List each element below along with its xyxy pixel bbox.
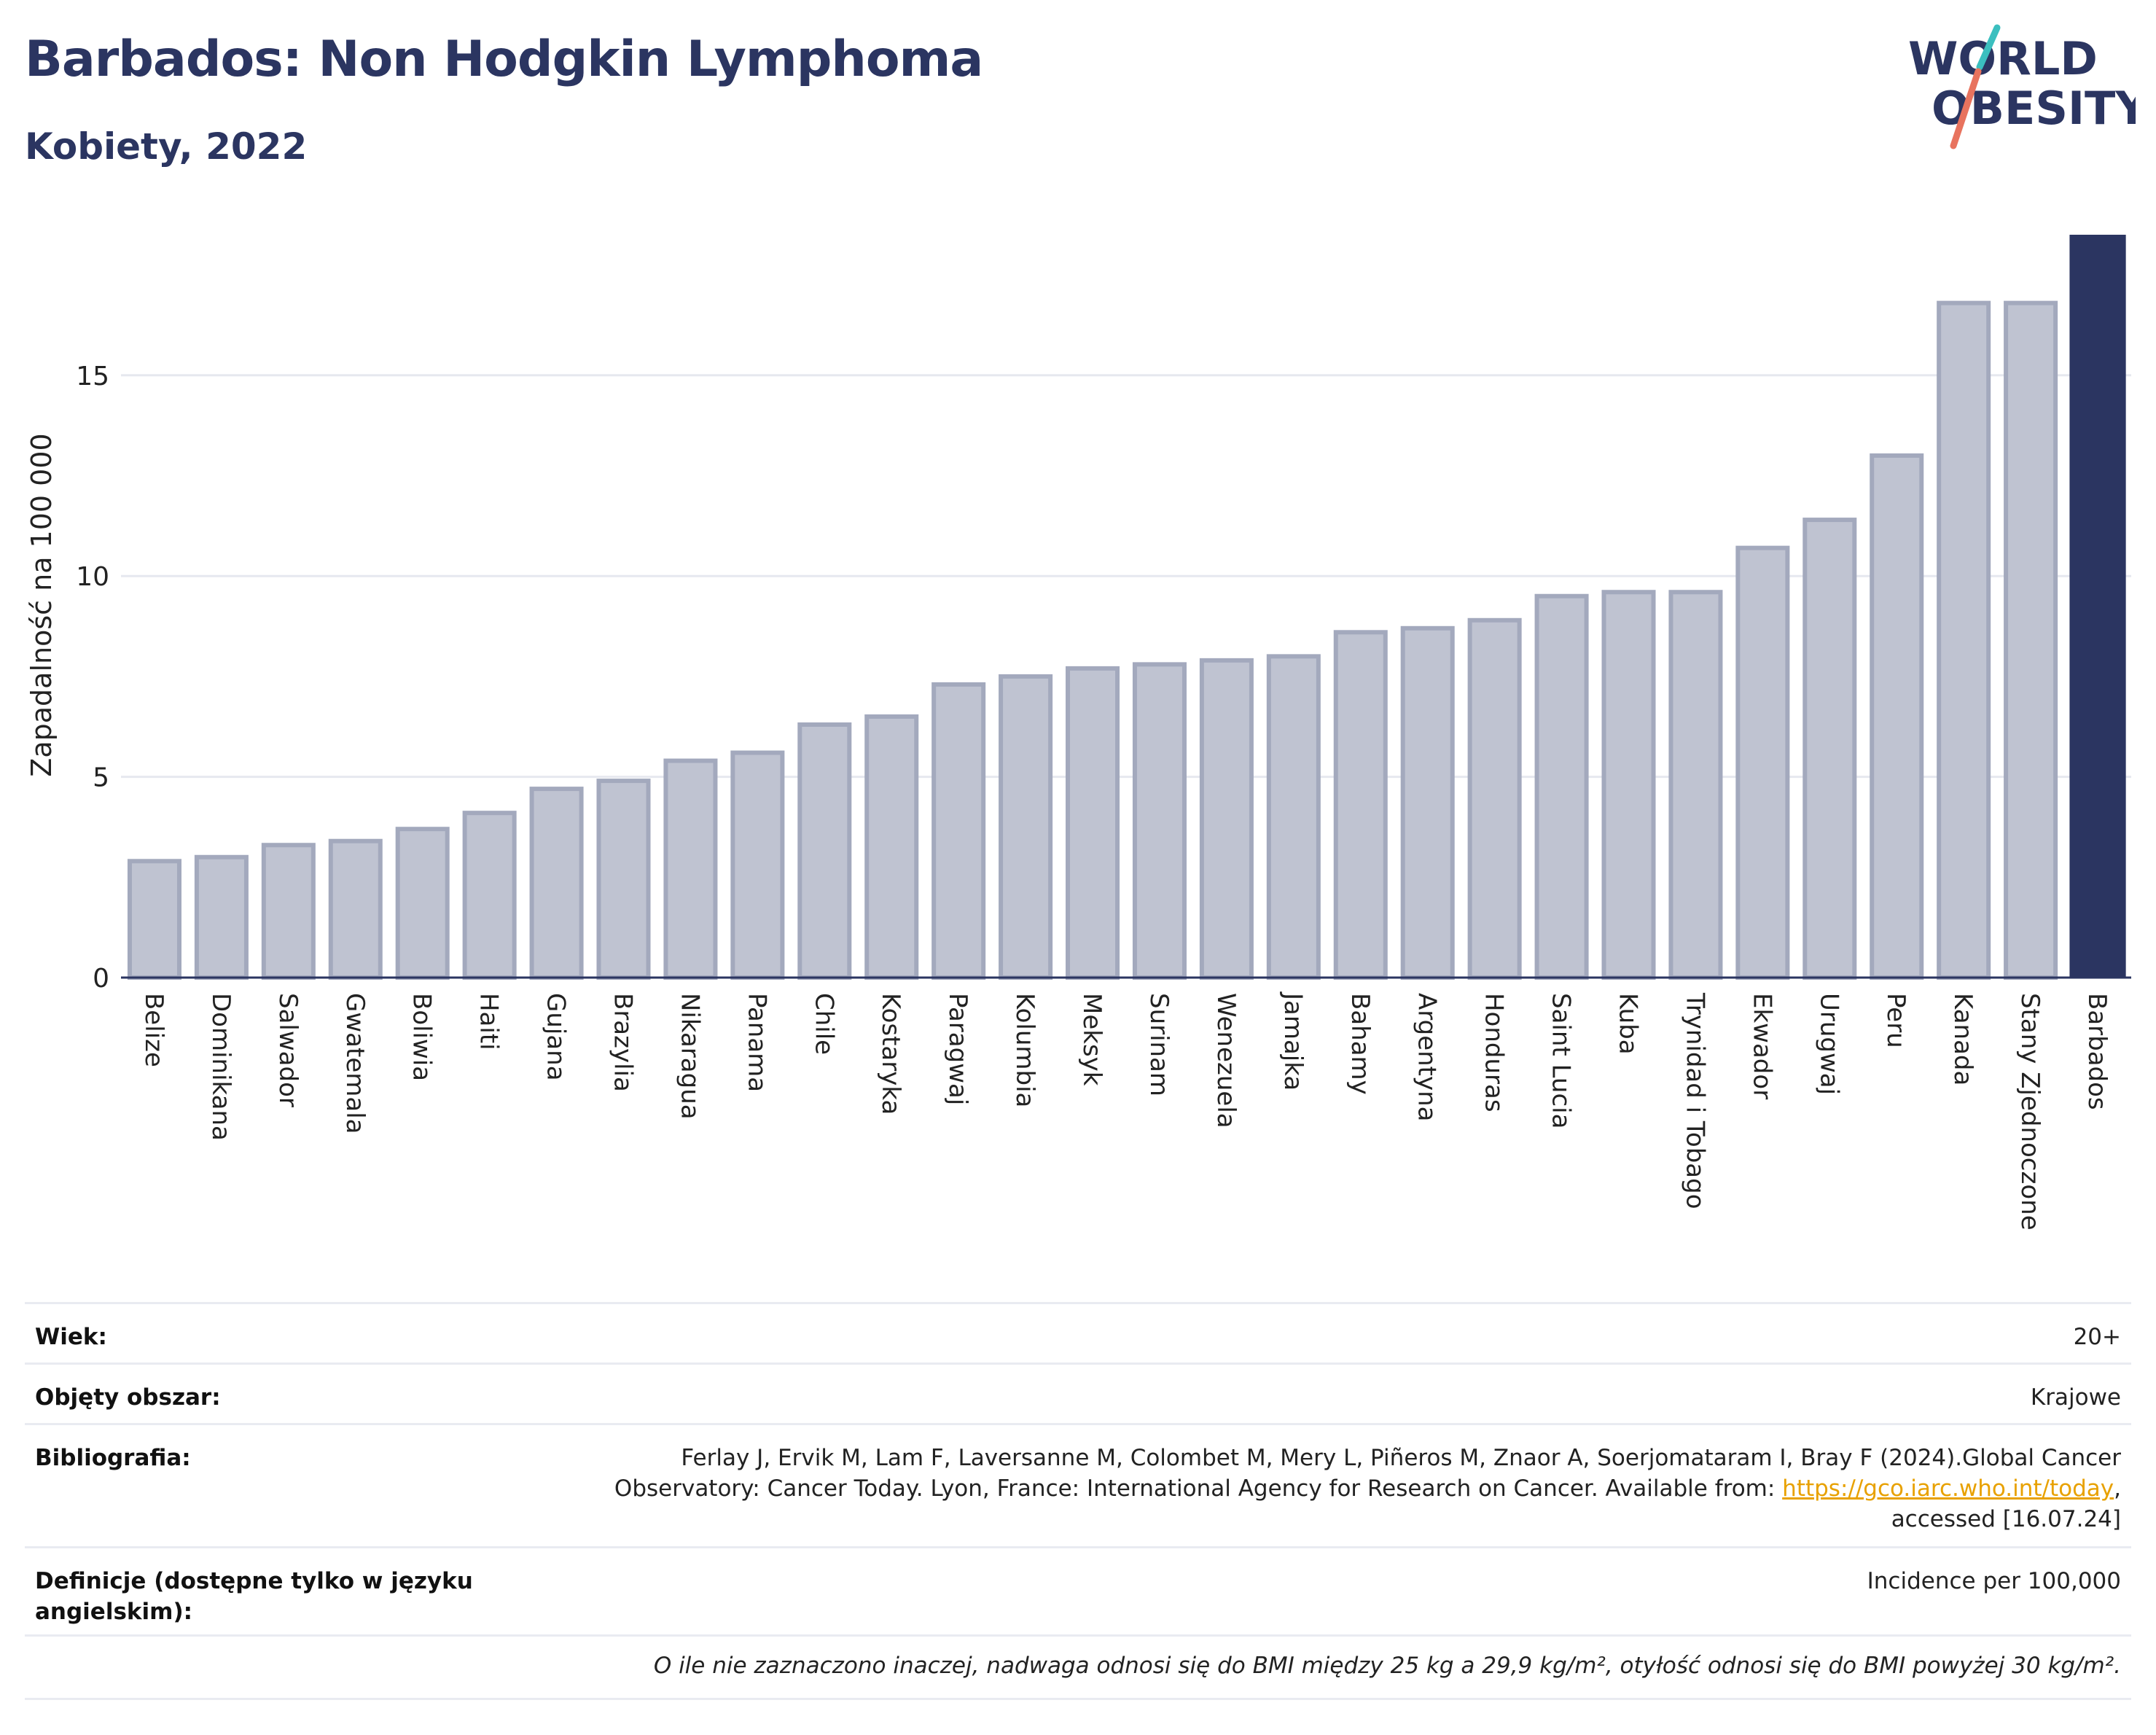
bars: [127, 235, 2126, 980]
bib-line-2-text: Observatory: Cancer Today. Lyon, France:…: [614, 1475, 1783, 1502]
logo-text-world: WORLD: [1908, 32, 2098, 85]
x-tick-label: Paragwaj: [943, 993, 972, 1105]
bar-surinam: [1132, 662, 1187, 980]
area-label: Objęty obszar:: [35, 1384, 221, 1411]
bmi-note: O ile nie zaznaczono inaczej, nadwaga od…: [653, 1653, 2121, 1679]
bib-line-2: Observatory: Cancer Today. Lyon, France:…: [590, 1473, 2121, 1504]
bibliography-link[interactable]: https://gco.iarc.who.int/today: [1782, 1475, 2114, 1502]
meta-row-area: Objęty obszar: Krajowe: [25, 1362, 2131, 1423]
x-tick-label: Peru: [1881, 993, 1910, 1048]
bar-saint-lucia: [1534, 593, 1589, 980]
bar-kanada: [1937, 300, 1991, 980]
x-tick-label: Urugwaj: [1814, 993, 1843, 1095]
bibliography-value: Ferlay J, Ervik M, Lam F, Laversanne M, …: [590, 1443, 2121, 1535]
bar-paragwaj: [931, 682, 986, 980]
x-tick-label: Kuba: [1614, 993, 1643, 1055]
bar-haiti: [462, 811, 517, 980]
x-tick-label: Barbados: [2082, 993, 2112, 1110]
x-tick-label: Argentyna: [1413, 993, 1442, 1122]
grid-lines: [121, 374, 2131, 779]
bar-kolumbia: [999, 674, 1053, 980]
bib-line-2-end: ,: [2114, 1475, 2121, 1502]
bar-peru: [1870, 453, 1924, 980]
bar-argentyna: [1400, 625, 1455, 980]
meta-row-note: O ile nie zaznaczono inaczej, nadwaga od…: [25, 1634, 2131, 1700]
x-tick-label: Bahamy: [1345, 993, 1375, 1095]
bar-honduras: [1467, 617, 1522, 980]
bar-trynidad-i-tobago: [1668, 590, 1723, 980]
x-tick-label: Belize: [139, 993, 168, 1067]
y-tick-label: 0: [93, 964, 109, 994]
x-tick-label: Dominikana: [206, 993, 235, 1141]
x-tick-label: Meksyk: [1077, 993, 1106, 1086]
y-tick-label: 15: [76, 362, 109, 391]
x-tick-label: Stany Zjednoczone: [2015, 993, 2044, 1231]
x-tick-label: Gujana: [542, 993, 571, 1081]
x-tick-label: Panama: [742, 993, 771, 1092]
bib-line-1: Ferlay J, Ervik M, Lam F, Laversanne M, …: [681, 1445, 2121, 1471]
x-tick-label: Haiti: [474, 993, 504, 1050]
bar-gujana: [529, 787, 584, 980]
bar-belize: [127, 859, 181, 980]
age-value: 20+: [2073, 1324, 2121, 1350]
bar-jamajka: [1266, 654, 1321, 980]
bar-ekwador: [1735, 545, 1790, 980]
bar-salwador: [261, 843, 316, 980]
x-tick-label: Saint Lucia: [1547, 993, 1576, 1128]
bib-line-3: accessed [16.07.24]: [1891, 1506, 2121, 1532]
x-tick-label: Surinam: [1144, 993, 1173, 1096]
x-tick-label: Brazylia: [609, 993, 638, 1092]
chart-subtitle: Kobiety, 2022: [25, 125, 308, 168]
bar-meksyk: [1066, 666, 1120, 980]
x-tick-label: Kostaryka: [876, 993, 905, 1115]
x-tick-label: Kanada: [1948, 993, 1977, 1085]
definitions-label: Definicje (dostępne tylko w języku angie…: [35, 1568, 473, 1625]
bar-stany-zjednoczone: [2004, 300, 2058, 980]
bar-chile: [797, 722, 852, 980]
bar-chart: 0 5 10 15 Belize Dominikana Salwador Gwatemala…: [26, 235, 2131, 1231]
y-tick-label: 10: [76, 562, 109, 592]
y-axis-label: Zapadalność na 100 000: [26, 433, 58, 776]
age-label: Wiek:: [35, 1324, 107, 1350]
meta-row-bibliography: Bibliografia: Ferlay J, Ervik M, Lam F, …: [25, 1423, 2131, 1546]
bar-barbados: [2069, 235, 2126, 978]
meta-row-age: Wiek: 20+: [25, 1302, 2131, 1362]
x-tick-label: Jamajka: [1278, 991, 1308, 1091]
bar-panama: [730, 750, 785, 980]
x-tick-label: Nikaragua: [675, 993, 704, 1120]
chart-title: Barbados: Non Hodgkin Lymphoma: [25, 31, 983, 88]
x-tick-label: Honduras: [1480, 993, 1509, 1112]
definitions-value: Incidence per 100,000: [1867, 1568, 2121, 1594]
bar-bahamy: [1333, 630, 1388, 980]
x-tick-label: Wenezuela: [1211, 993, 1241, 1128]
x-tick-label: Kolumbia: [1010, 993, 1039, 1107]
logo-slash-coral: [1950, 68, 1982, 149]
bar-wenezuela: [1199, 658, 1254, 980]
y-axis-ticks: 0 5 10 15: [76, 362, 109, 994]
x-tick-label: Gwatemala: [340, 993, 370, 1134]
bar-urugwaj: [1802, 518, 1857, 980]
bar-kostaryka: [864, 714, 919, 980]
x-tick-label: Ekwador: [1747, 993, 1776, 1099]
bar-kuba: [1601, 590, 1656, 980]
logo-slash-teal: [1976, 24, 2001, 71]
bibliography-label: Bibliografia:: [35, 1445, 191, 1471]
bar-dominikana: [194, 854, 249, 980]
x-axis-ticks: Belize Dominikana Salwador Gwatemala Boliwia…: [139, 991, 2112, 1231]
x-tick-label: Chile: [809, 993, 838, 1055]
bar-brazylia: [596, 779, 651, 980]
world-obesity-logo: WORLD OBESITY: [1908, 24, 2136, 149]
meta-row-definitions: Definicje (dostępne tylko w języku angie…: [25, 1546, 2131, 1634]
x-tick-label: Boliwia: [407, 993, 437, 1081]
x-tick-label: Salwador: [273, 993, 302, 1107]
x-tick-label: Trynidad i Tobago: [1680, 992, 1709, 1209]
bar-boliwia: [395, 827, 450, 980]
y-tick-label: 5: [93, 763, 109, 793]
area-value: Krajowe: [2030, 1384, 2121, 1411]
bar-gwatemala: [328, 838, 383, 980]
bar-nikaragua: [663, 758, 718, 980]
